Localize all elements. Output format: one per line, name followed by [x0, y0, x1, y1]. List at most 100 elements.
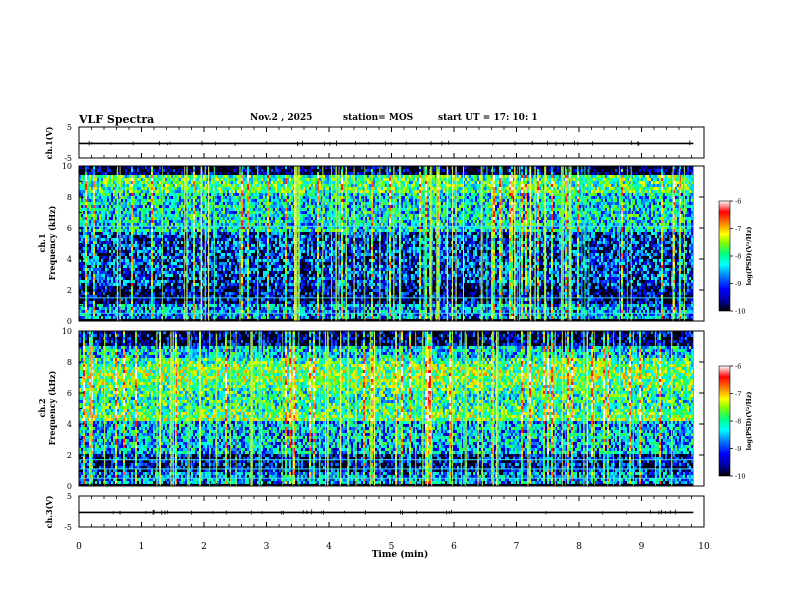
spectrogram-cell — [311, 235, 313, 238]
spectrogram-cell — [267, 217, 269, 220]
spectrogram-cell — [171, 214, 173, 217]
spectrogram-cell — [253, 280, 255, 283]
spectrogram-cell — [123, 316, 125, 319]
spectrogram-cell — [109, 241, 111, 244]
spectrogram-cell — [93, 247, 95, 250]
spectrogram-cell — [211, 199, 213, 202]
spectrogram-cell — [85, 268, 87, 271]
spectrogram-cell — [251, 217, 253, 220]
spectrogram-cell — [245, 238, 247, 241]
spectrogram-cell — [289, 175, 291, 178]
spectrogram-cell — [217, 310, 219, 313]
spectrogram-cell — [189, 229, 191, 232]
spectrogram-cell — [83, 181, 85, 184]
spectrogram-cell — [175, 262, 177, 265]
spectrogram-cell — [167, 244, 169, 247]
spectrogram-cell — [305, 292, 307, 295]
spectrogram-cell — [93, 289, 95, 292]
spectrogram-cell — [277, 214, 279, 217]
spectrogram-cell — [151, 199, 153, 202]
spectrogram-cell — [89, 301, 91, 304]
spectrogram-cell — [101, 259, 103, 262]
spectrogram-cell — [115, 301, 117, 304]
spectrogram-cell — [167, 214, 169, 217]
spectrogram-cell — [263, 220, 265, 223]
spectrogram-cell — [235, 307, 237, 310]
spectrogram-cell — [151, 265, 153, 268]
spectrogram-cell — [131, 298, 133, 301]
spectrogram-cell — [139, 193, 141, 196]
spectrogram-cell — [219, 298, 221, 301]
spectrogram-cell — [245, 280, 247, 283]
spectrogram-cell — [241, 253, 243, 256]
spectrogram-cell — [93, 271, 95, 274]
spectrogram-cell — [123, 265, 125, 268]
spectrogram-cell — [157, 169, 159, 172]
spectrogram-cell — [247, 262, 249, 265]
spectrogram-cell — [241, 283, 243, 286]
spectrogram-cell — [101, 277, 103, 280]
spectrogram-cell — [149, 235, 151, 238]
spectrogram-cell — [147, 247, 149, 250]
spectrogram-cell — [209, 298, 211, 301]
spectrogram-cell — [223, 223, 225, 226]
spectrogram-cell — [275, 208, 277, 211]
spectrogram-cell — [149, 265, 151, 268]
spectrogram-cell — [281, 217, 283, 220]
spectrogram-cell — [131, 253, 133, 256]
spectrogram-cell — [131, 190, 133, 193]
spectrogram-cell — [249, 250, 251, 253]
spectrogram-cell — [237, 271, 239, 274]
spectrogram-cell — [275, 241, 277, 244]
spectrogram-cell — [143, 214, 145, 217]
spectrogram-cell — [145, 235, 147, 238]
spectrogram-cell — [265, 259, 267, 262]
spectrogram-cell — [121, 223, 123, 226]
spectrogram-cell — [303, 178, 305, 181]
spectrogram-cell — [177, 205, 179, 208]
spectrogram-cell — [227, 268, 229, 271]
spectrogram-cell — [215, 205, 217, 208]
spectrogram-cell — [145, 193, 147, 196]
spectrogram-cell — [169, 199, 171, 202]
spectrogram-cell — [197, 316, 199, 319]
spectrogram-cell — [313, 178, 315, 181]
spectrogram-cell — [93, 238, 95, 241]
spectrogram-cell — [287, 259, 289, 262]
spectrogram-cell — [247, 283, 249, 286]
spectrogram-cell — [173, 178, 175, 181]
spectrogram-cell — [259, 217, 261, 220]
spectrogram-cell — [267, 220, 269, 223]
spectrogram-cell — [235, 232, 237, 235]
spectrogram-cell — [145, 208, 147, 211]
spectrogram-cell — [247, 217, 249, 220]
spectrogram-cell — [197, 298, 199, 301]
spectrogram-cell — [245, 304, 247, 307]
spectrogram-cell — [131, 280, 133, 283]
spectrogram-cell — [181, 196, 183, 199]
spectrogram-cell — [287, 229, 289, 232]
spectrogram-cell — [181, 193, 183, 196]
spectrogram-cell — [147, 220, 149, 223]
spectrogram-cell — [85, 286, 87, 289]
spectrogram-cell — [233, 307, 235, 310]
spectrogram-cell — [125, 265, 127, 268]
spectrogram-cell — [99, 292, 101, 295]
spectrogram-cell — [93, 274, 95, 277]
spectrogram-cell — [233, 229, 235, 232]
spectrogram-cell — [181, 304, 183, 307]
spectrogram-cell — [115, 190, 117, 193]
spectrogram-cell — [147, 250, 149, 253]
spectrogram-cell — [255, 289, 257, 292]
spectrogram-cell — [251, 262, 253, 265]
spectrogram-cell — [85, 214, 87, 217]
spectrogram-cell — [99, 211, 101, 214]
spectrogram-cell — [275, 280, 277, 283]
spectrogram-cell — [113, 181, 115, 184]
spectrogram-cell — [311, 250, 313, 253]
spectrogram-cell — [167, 271, 169, 274]
spectrogram-cell — [191, 286, 193, 289]
spectrogram-cell — [105, 280, 107, 283]
spectrogram-cell — [315, 193, 317, 196]
spectrogram-cell — [211, 298, 213, 301]
